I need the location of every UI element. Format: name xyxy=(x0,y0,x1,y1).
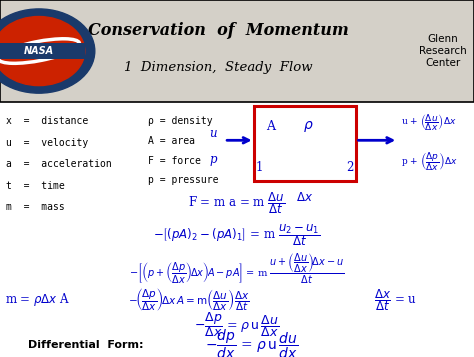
Text: A = area: A = area xyxy=(148,136,195,146)
Text: a  =  acceleration: a = acceleration xyxy=(6,159,111,169)
Text: 1: 1 xyxy=(255,161,263,174)
Text: $-\!\left(\dfrac{\Delta p}{\Delta x}\right)\!\Delta x\,A = \mathrm{m}\left(\dfra: $-\!\left(\dfrac{\Delta p}{\Delta x}\rig… xyxy=(128,286,249,313)
Circle shape xyxy=(0,9,95,93)
Circle shape xyxy=(0,16,85,86)
Text: NASA: NASA xyxy=(24,46,54,56)
Text: $\rho$: $\rho$ xyxy=(303,119,313,134)
Text: $- \left[(pA)_2 - (pA)_1\right]$ = m $\dfrac{u_2 - u_1}{\Delta t}$: $- \left[(pA)_2 - (pA)_1\right]$ = m $\d… xyxy=(153,222,321,248)
Text: $-\left[\left(p+\left(\dfrac{\Delta p}{\Delta x}\right)\!\Delta x\right)\!A - pA: $-\left[\left(p+\left(\dfrac{\Delta p}{\… xyxy=(129,251,345,286)
Text: Glenn
Research
Center: Glenn Research Center xyxy=(419,34,467,69)
Text: m  =  mass: m = mass xyxy=(6,202,64,212)
Text: $-\dfrac{dp}{dx}$ = $\rho\,\mathrm{u}\,\dfrac{du}{dx}$: $-\dfrac{dp}{dx}$ = $\rho\,\mathrm{u}\,\… xyxy=(205,328,298,357)
Text: $\dfrac{\Delta x}{\Delta t}$ = u: $\dfrac{\Delta x}{\Delta t}$ = u xyxy=(374,287,418,313)
Text: x  =  distance: x = distance xyxy=(6,116,88,126)
Text: u + $\left(\dfrac{\Delta u}{\Delta x}\right)\Delta x$: u + $\left(\dfrac{\Delta u}{\Delta x}\ri… xyxy=(401,112,456,133)
Text: F = m a = m $\dfrac{\Delta u}{\Delta t}$: F = m a = m $\dfrac{\Delta u}{\Delta t}$ xyxy=(189,191,285,216)
Text: 1  Dimension,  Steady  Flow: 1 Dimension, Steady Flow xyxy=(124,61,312,74)
Text: m = $\rho \Delta x$ A: m = $\rho \Delta x$ A xyxy=(5,291,70,308)
Text: p = pressure: p = pressure xyxy=(148,175,219,185)
Text: u  =  velocity: u = velocity xyxy=(6,138,88,148)
Text: $\Delta x$: $\Delta x$ xyxy=(296,191,313,204)
Bar xyxy=(254,106,356,181)
Text: 2: 2 xyxy=(346,161,354,174)
Text: ρ = density: ρ = density xyxy=(148,116,212,126)
Text: t  =  time: t = time xyxy=(6,181,64,191)
Text: p + $\left(\dfrac{\Delta p}{\Delta x}\right)\Delta x$: p + $\left(\dfrac{\Delta p}{\Delta x}\ri… xyxy=(401,150,457,173)
Bar xyxy=(0,44,85,59)
Text: $-\dfrac{\Delta p}{\Delta x}$ = $\rho\,\mathrm{u}\,\dfrac{\Delta u}{\Delta x}$: $-\dfrac{\Delta p}{\Delta x}$ = $\rho\,\… xyxy=(194,311,280,339)
Text: u: u xyxy=(210,127,217,140)
Text: F = force: F = force xyxy=(148,156,201,166)
Bar xyxy=(0,0,474,102)
Text: A: A xyxy=(266,120,274,132)
Text: Differential  Form:: Differential Form: xyxy=(28,340,144,350)
Text: Conservation  of  Momentum: Conservation of Momentum xyxy=(88,22,348,39)
Text: p: p xyxy=(210,154,217,166)
